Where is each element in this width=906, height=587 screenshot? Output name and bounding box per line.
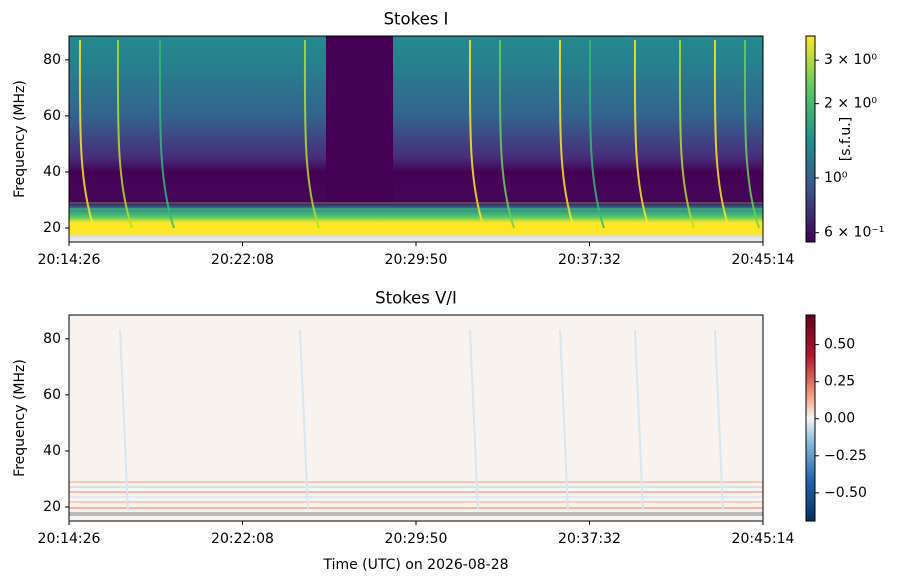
y-tick-label: 20 xyxy=(43,499,61,515)
burst xyxy=(498,39,515,229)
burst xyxy=(158,39,175,229)
colorbar-tick-label: −0.25 xyxy=(824,448,867,464)
x-tick-label: 20:22:08 xyxy=(211,252,274,268)
colorbar-tick-label: 0.50 xyxy=(824,337,855,353)
colorbar-label: [s.f.u.] xyxy=(838,117,854,161)
y-tick-label: 60 xyxy=(43,108,61,124)
data-gap xyxy=(326,36,393,202)
burst xyxy=(468,39,485,229)
y-tick-label: 60 xyxy=(43,387,61,403)
burst xyxy=(633,39,650,229)
burst xyxy=(299,329,309,511)
spectrogram xyxy=(69,315,763,521)
burst xyxy=(678,39,695,229)
colorbar-tick-label: 0.25 xyxy=(824,374,855,390)
colorbar-tick-label: 2 × 10⁰ xyxy=(824,96,877,112)
burst xyxy=(714,329,724,511)
x-tick-label: 20:45:14 xyxy=(732,531,795,547)
y-tick-label: 20 xyxy=(43,220,61,236)
x-tick-label: 20:45:14 xyxy=(732,252,795,268)
burst xyxy=(559,329,569,511)
x-tick-label: 20:14:26 xyxy=(38,531,101,547)
burst xyxy=(743,39,760,229)
y-tick-label: 40 xyxy=(43,164,61,180)
x-tick-label: 20:37:32 xyxy=(558,531,621,547)
burst xyxy=(634,329,644,511)
colorbar xyxy=(805,35,816,243)
y-tick-label: 80 xyxy=(43,331,61,347)
burst xyxy=(558,39,575,229)
panel: Stokes I Frequency (MHz) 20 40 60 80 20:14:26 2… xyxy=(12,10,884,269)
colorbar-tick-label: 6 × 10⁻¹ xyxy=(824,225,884,241)
x-tick-label: 20:29:50 xyxy=(385,252,448,268)
panel: Stokes V/I Frequency (MHz) 20 40 60 80 20:14:2… xyxy=(12,289,867,574)
panel-title: Stokes I xyxy=(384,10,449,29)
burst xyxy=(713,39,730,229)
x-tick-label: 20:14:26 xyxy=(38,252,101,268)
burst xyxy=(78,39,95,229)
x-tick-label: 20:29:50 xyxy=(385,531,448,547)
colorbar-tick-label: −0.50 xyxy=(824,485,867,501)
colorbar-tick-label: 10⁰ xyxy=(824,170,848,186)
y-axis-label: Frequency (MHz) xyxy=(12,359,28,477)
y-axis-label: Frequency (MHz) xyxy=(12,80,28,198)
band xyxy=(69,512,763,516)
burst xyxy=(588,39,605,229)
colorbar-tick-label: 3 × 10⁰ xyxy=(824,52,877,68)
burst xyxy=(119,329,129,511)
colorbar-tick-label: 0.00 xyxy=(824,411,855,427)
colorbar xyxy=(805,314,816,522)
x-tick-label: 20:22:08 xyxy=(211,531,274,547)
x-tick-label: 20:37:32 xyxy=(558,252,621,268)
burst xyxy=(469,329,479,511)
x-axis-label: Time (UTC) on 2026-08-28 xyxy=(322,557,508,573)
burst xyxy=(116,39,133,229)
burst xyxy=(303,39,320,229)
spectrogram xyxy=(69,36,763,242)
y-tick-label: 80 xyxy=(43,52,61,68)
y-tick-label: 40 xyxy=(43,443,61,459)
panel-title: Stokes V/I xyxy=(375,289,457,308)
